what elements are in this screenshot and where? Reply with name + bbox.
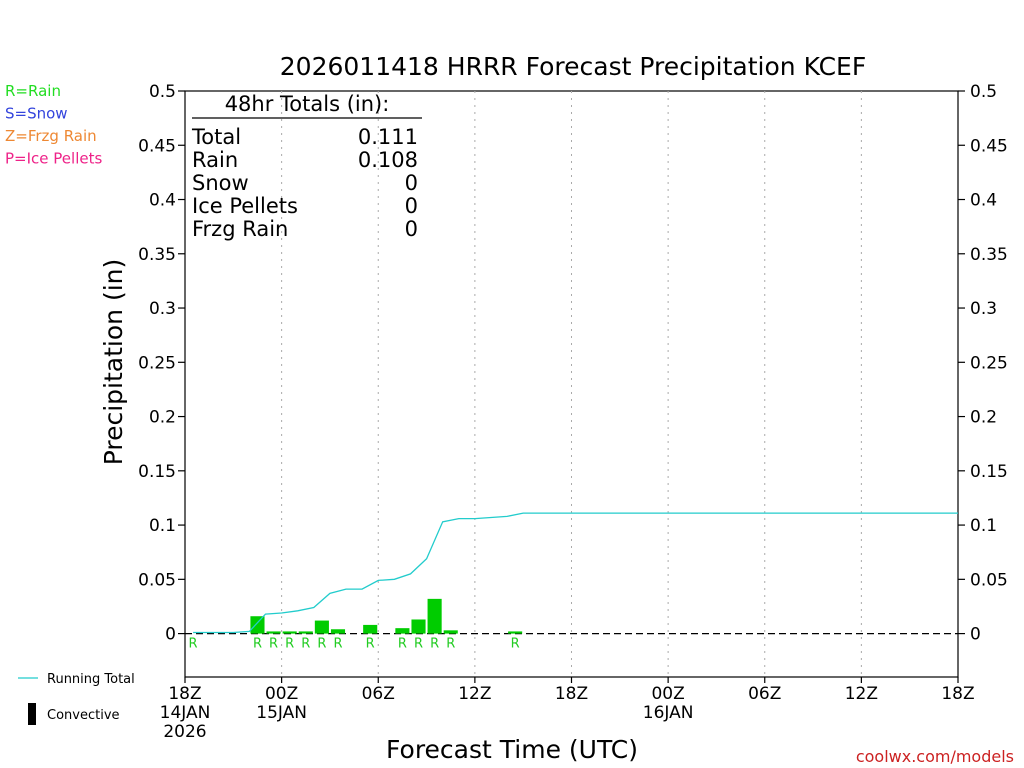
precip-bar — [282, 631, 297, 634]
precip-bar — [330, 629, 346, 634]
y-tick-label: 0 — [970, 625, 981, 645]
totals-box: 48hr Totals (in): Total 0.111 Rain 0.108 Snow… — [191, 92, 422, 241]
y-tick-label: 0 — [165, 625, 176, 645]
y-tick-label: 0.15 — [970, 462, 1008, 482]
x-tick-label: 2026 — [163, 722, 206, 742]
y-tick-label: 0.45 — [138, 136, 176, 156]
x-tick-label: 14JAN — [160, 703, 211, 723]
bottom-legend-label: Convective — [47, 708, 120, 723]
totals-label: Total — [191, 125, 241, 149]
precip-bar — [395, 628, 410, 634]
x-tick-label: 06Z — [362, 684, 395, 704]
precip-type-marker: R — [285, 637, 294, 652]
y-tick-label: 0.05 — [138, 570, 176, 590]
y-tick-label: 0.1 — [970, 516, 997, 536]
hourly-precip-bars — [250, 598, 523, 634]
precip-bar — [298, 631, 313, 634]
precip-type-marker: R — [511, 637, 520, 652]
precip-bar — [250, 616, 265, 634]
precip-type-marker: R — [333, 637, 342, 652]
y-tick-label: 0.05 — [970, 570, 1008, 590]
x-tick-label: 06Z — [748, 684, 781, 704]
y-axis-right: 0.5 0.45 0.4 0.35 0.3 0.25 0.2 0.15 0.1 0.05 0 — [958, 82, 1008, 645]
y-tick-label: 0.3 — [149, 299, 176, 319]
y-axis-left: 0.5 0.45 0.4 0.35 0.3 0.25 0.2 0.15 0.1 0.05 0 — [138, 82, 185, 645]
x-tick-label: 16JAN — [643, 703, 694, 723]
precip-bar — [363, 624, 378, 634]
totals-label: Rain — [192, 148, 238, 172]
x-tick-label: 18Z — [941, 684, 974, 704]
precip-bar — [266, 631, 281, 634]
y-axis-label: Precipitation (in) — [99, 259, 128, 466]
precip-type-legend: R=Rain S=Snow Z=Frzg Rain P=Ice Pellets — [5, 82, 102, 168]
precip-type-marker: R — [430, 637, 439, 652]
type-legend-item: P=Ice Pellets — [5, 150, 102, 168]
x-tick-label: 00Z — [265, 684, 298, 704]
precip-bar — [508, 631, 523, 634]
y-tick-label: 0.2 — [149, 408, 176, 428]
x-tick-label: 18Z — [555, 684, 588, 704]
precip-bar — [411, 619, 426, 634]
totals-label: Ice Pellets — [192, 194, 298, 218]
y-tick-label: 0.5 — [970, 82, 997, 102]
totals-value: 0 — [405, 171, 418, 195]
type-legend-item: Z=Frzg Rain — [5, 127, 97, 145]
precip-type-marker: R — [253, 637, 262, 652]
bottom-legend-label: Running Total — [47, 672, 135, 687]
totals-value: 0.108 — [358, 148, 418, 172]
x-tick-label: 12Z — [458, 684, 491, 704]
bottom-legend: Running Total Convective — [18, 672, 135, 725]
precip-bar — [314, 620, 329, 634]
time-gridlines — [281, 91, 862, 677]
y-tick-label: 0.35 — [138, 245, 176, 265]
precip-type-marker: R — [366, 637, 375, 652]
running-total-line — [193, 512, 958, 634]
totals-label: Frzg Rain — [192, 217, 288, 241]
y-tick-label: 0.2 — [970, 408, 997, 428]
precip-bar — [427, 598, 442, 634]
x-tick-label: 00Z — [651, 684, 684, 704]
totals-value: 0 — [405, 217, 418, 241]
precip-type-marker: R — [189, 637, 198, 652]
y-tick-label: 0.4 — [970, 191, 997, 211]
y-tick-label: 0.1 — [149, 516, 176, 536]
chart-title: 2026011418 HRRR Forecast Precipitation K… — [280, 52, 866, 81]
precip-type-marker: R — [414, 637, 423, 652]
y-tick-label: 0.15 — [138, 462, 176, 482]
x-tick-label: 15JAN — [256, 703, 307, 723]
precip-type-marker: R — [446, 637, 455, 652]
precip-type-marker: R — [301, 637, 310, 652]
totals-label: Snow — [192, 171, 249, 195]
type-legend-item: R=Rain — [5, 82, 61, 100]
precip-type-marker: R — [269, 637, 278, 652]
y-tick-label: 0.45 — [970, 136, 1008, 156]
totals-heading: 48hr Totals (in): — [225, 92, 390, 116]
totals-value: 0.111 — [358, 125, 418, 149]
y-tick-label: 0.25 — [138, 353, 176, 373]
x-tick-label: 12Z — [845, 684, 878, 704]
x-axis-label: Forecast Time (UTC) — [386, 735, 638, 764]
x-tick-label: 18Z — [168, 684, 201, 704]
convective-legend-swatch — [28, 703, 36, 725]
type-legend-item: S=Snow — [5, 105, 68, 123]
precip-bar — [443, 630, 458, 634]
y-tick-label: 0.35 — [970, 245, 1008, 265]
y-tick-label: 0.3 — [970, 299, 997, 319]
y-tick-label: 0.4 — [149, 191, 176, 211]
totals-value: 0 — [405, 194, 418, 218]
y-tick-label: 0.25 — [970, 353, 1008, 373]
precip-type-marker: R — [398, 637, 407, 652]
y-tick-label: 0.5 — [149, 82, 176, 102]
precip-type-marker: R — [317, 637, 326, 652]
credit-text: coolwx.com/models — [856, 747, 1014, 766]
